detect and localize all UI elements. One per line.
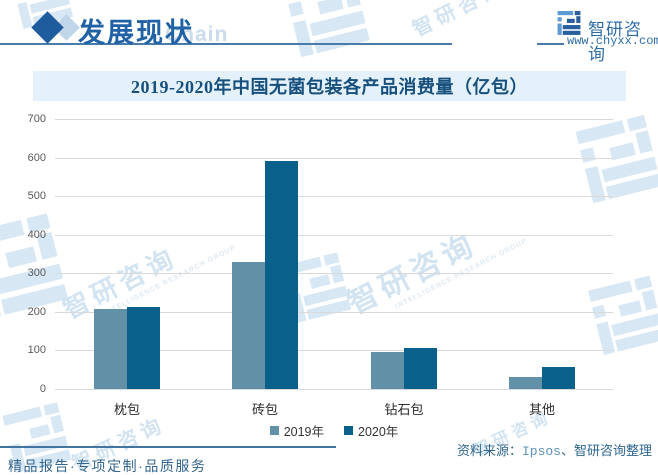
y-axis-label: 0 (39, 383, 46, 395)
y-axis-label: 200 (27, 305, 46, 318)
y-axis-label: 700 (27, 113, 46, 125)
bar (542, 367, 575, 389)
header-rule (0, 43, 452, 45)
bar (509, 377, 542, 389)
footer-text: 精品报告·专项定制·品质服务 (8, 458, 207, 474)
legend-swatch (269, 426, 279, 435)
x-axis-label: 砖包 (251, 402, 278, 417)
x-axis-label: 钻石包 (384, 402, 424, 417)
gridline (55, 196, 613, 198)
legend-item: 2019年 (269, 421, 324, 440)
page-title: 发展现状 (78, 18, 194, 48)
source-divider (0, 446, 336, 448)
y-axis-label: 300 (27, 267, 46, 280)
legend-swatch (344, 426, 353, 435)
legend-item: 2020年 (344, 421, 398, 440)
bar (232, 261, 265, 389)
source-suffix: 、智研咨询整理 (560, 443, 652, 458)
gridline (55, 350, 613, 352)
header-rule-dash (537, 43, 564, 45)
zhiyan-logo-icon (557, 11, 581, 35)
legend-label: 2019年 (283, 425, 324, 439)
gridline (55, 119, 613, 120)
bar (265, 161, 298, 389)
legend-label: 2020年 (358, 425, 399, 439)
gridline (55, 157, 613, 159)
chart-title-band: 2019-2020年中国无菌包装各产品消费量（亿包） (33, 71, 626, 101)
bar (404, 348, 437, 389)
y-axis-label: 400 (27, 228, 46, 241)
bar (127, 307, 160, 389)
legend: 2019年 2020年 (55, 421, 613, 440)
bar (371, 351, 404, 389)
source-prefix: 资料来源： (456, 443, 522, 458)
gridline (55, 273, 613, 275)
gridline (55, 234, 613, 236)
y-axis-label: 100 (27, 344, 46, 357)
y-axis-label: 600 (27, 151, 46, 164)
brand-url: www.chyxx.com (567, 34, 658, 48)
brand-name: 智研咨询 (588, 20, 642, 64)
bar (94, 309, 127, 389)
source-text: 资料来源：Ipsos、智研咨询整理 (457, 440, 652, 459)
gridline (55, 389, 613, 390)
x-axis-label: 枕包 (113, 402, 140, 417)
chart-title: 2019-2020年中国无菌包装各产品消费量（亿包） (131, 77, 528, 97)
chain-watermark: Chain (165, 23, 229, 46)
y-axis-label: 500 (27, 190, 46, 203)
source-name: Ipsos (521, 444, 561, 459)
x-axis-label: 其他 (528, 402, 555, 417)
